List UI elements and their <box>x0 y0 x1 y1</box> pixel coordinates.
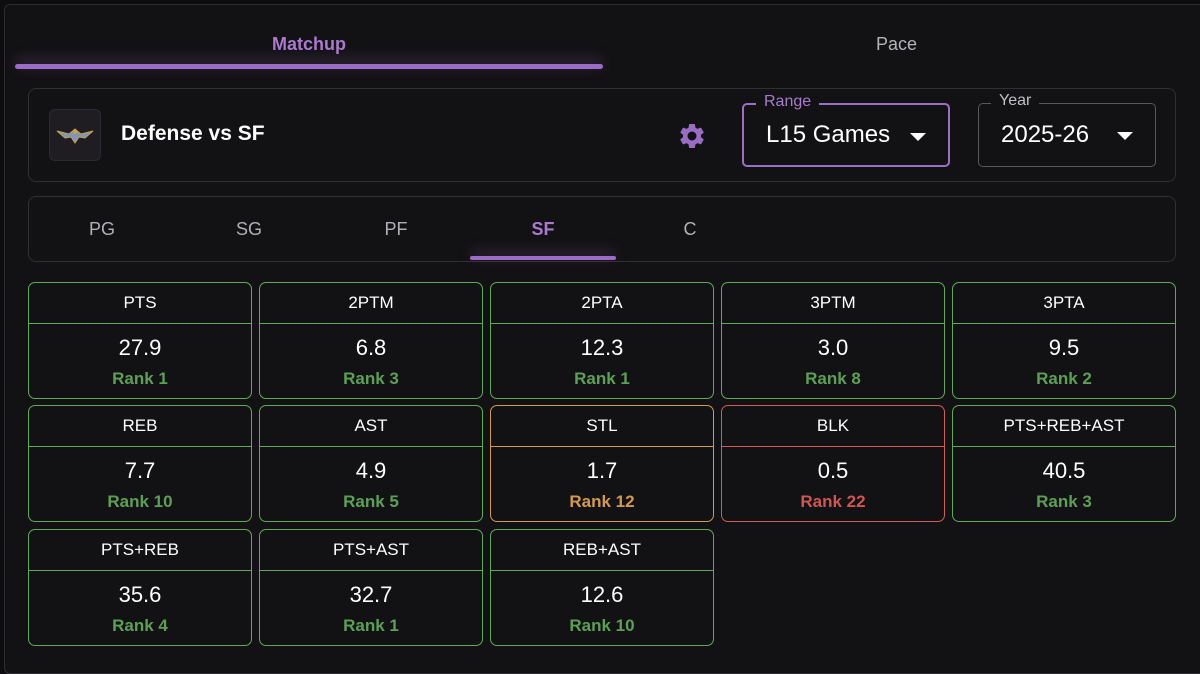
position-tabs: PG SG PF SF C <box>28 196 1176 262</box>
stat-label: PTS <box>29 283 251 324</box>
stat-card-3pta: 3PTA 9.5 Rank 2 <box>952 282 1176 399</box>
stat-rank: Rank 10 <box>569 616 635 635</box>
stat-label: REB <box>29 406 251 447</box>
stat-grid: PTS 27.9 Rank 1 2PTM 6.8 Rank 3 2PTA 12.… <box>28 282 1176 652</box>
stat-value: 7.7 <box>124 458 156 483</box>
active-position-indicator <box>470 256 616 260</box>
stat-label: AST <box>260 406 482 447</box>
stat-card-pts-reb-ast: PTS+REB+AST 40.5 Rank 3 <box>952 405 1176 522</box>
tab-c[interactable]: C <box>683 218 697 239</box>
tab-pg[interactable]: PG <box>88 218 115 239</box>
stat-rank: Rank 2 <box>1036 369 1092 388</box>
stat-rank: Rank 1 <box>112 369 168 388</box>
stat-card-3ptm: 3PTM 3.0 Rank 8 <box>721 282 945 399</box>
stat-value: 0.5 <box>817 458 849 483</box>
stat-value: 4.9 <box>355 458 387 483</box>
stat-card-2pta: 2PTA 12.3 Rank 1 <box>490 282 714 399</box>
stat-label: 2PTM <box>260 283 482 324</box>
team-logo-icon <box>56 128 94 144</box>
stat-rank: Rank 5 <box>343 492 399 511</box>
stat-value: 12.6 <box>580 582 624 607</box>
stat-rank: Rank 22 <box>800 492 866 511</box>
stat-rank: Rank 8 <box>805 369 861 388</box>
stat-rank: Rank 3 <box>343 369 399 388</box>
stat-card-2ptm: 2PTM 6.8 Rank 3 <box>259 282 483 399</box>
tab-matchup[interactable]: Matchup <box>272 33 346 54</box>
active-tab-indicator <box>15 64 603 69</box>
stat-card-pts-reb: PTS+REB 35.6 Rank 4 <box>28 529 252 646</box>
stat-value: 40.5 <box>1042 458 1086 483</box>
year-select[interactable]: Year 2025-26 <box>978 92 1156 167</box>
stat-value: 6.8 <box>355 335 387 360</box>
tab-sf[interactable]: SF <box>531 218 555 239</box>
stat-card-pts: PTS 27.9 Rank 1 <box>28 282 252 399</box>
stat-card-reb: REB 7.7 Rank 10 <box>28 405 252 522</box>
stat-label: PTS+REB+AST <box>953 406 1175 447</box>
stat-rank: Rank 4 <box>112 616 168 635</box>
matchup-header: Defense vs SF Range L15 Games Year 2025-… <box>28 88 1176 182</box>
stat-card-blk: BLK 0.5 Rank 22 <box>721 405 945 522</box>
stat-value: 27.9 <box>118 335 162 360</box>
stat-rank: Rank 1 <box>343 616 399 635</box>
stat-label: 3PTM <box>722 283 944 324</box>
stat-card-reb-ast: REB+AST 12.6 Rank 10 <box>490 529 714 646</box>
pelicans-logo <box>49 109 101 161</box>
page-title: Defense vs SF <box>121 122 265 145</box>
stat-label: REB+AST <box>491 530 713 571</box>
stat-rank: Rank 10 <box>107 492 173 511</box>
chevron-down-icon <box>1117 132 1133 140</box>
range-label: Range <box>756 93 820 111</box>
stat-card-ast: AST 4.9 Rank 5 <box>259 405 483 522</box>
stat-value: 9.5 <box>1048 335 1080 360</box>
stat-value: 3.0 <box>817 335 849 360</box>
year-value: 2025-26 <box>1001 121 1090 148</box>
stat-rank: Rank 12 <box>569 492 635 511</box>
tab-pace[interactable]: Pace <box>875 33 918 54</box>
stat-card-stl: STL 1.7 Rank 12 <box>490 405 714 522</box>
stat-rank: Rank 3 <box>1036 492 1092 511</box>
range-select[interactable]: Range L15 Games <box>742 93 950 167</box>
stat-label: 3PTA <box>953 283 1175 324</box>
stat-rank: Rank 1 <box>574 369 630 388</box>
stat-label: STL <box>491 406 713 447</box>
stat-value: 32.7 <box>349 582 393 607</box>
stat-label: 2PTA <box>491 283 713 324</box>
stat-card-pts-ast: PTS+AST 32.7 Rank 1 <box>259 529 483 646</box>
stat-label: BLK <box>722 406 944 447</box>
stat-label: PTS+AST <box>260 530 482 571</box>
stat-label: PTS+REB <box>29 530 251 571</box>
stat-value: 35.6 <box>118 582 162 607</box>
tab-pf[interactable]: PF <box>384 218 408 239</box>
year-label: Year <box>991 92 1040 110</box>
stat-value: 1.7 <box>586 458 618 483</box>
tab-sg[interactable]: SG <box>235 218 262 239</box>
view-tabs: Matchup Pace <box>15 18 1190 70</box>
stat-value: 12.3 <box>580 335 624 360</box>
gear-icon[interactable] <box>677 121 707 151</box>
chevron-down-icon <box>910 133 926 141</box>
range-value: L15 Games <box>766 121 891 148</box>
